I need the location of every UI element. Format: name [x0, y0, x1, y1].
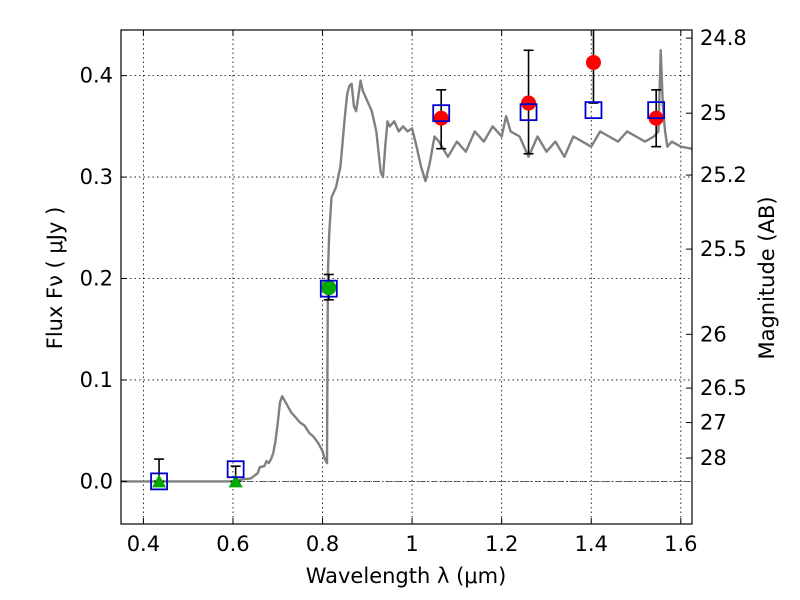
series-model-photometry — [150, 101, 666, 491]
y2-tick-label: 26 — [700, 322, 727, 346]
observed-point — [321, 280, 337, 296]
y-tick-label: 0.1 — [80, 368, 113, 392]
upper-limit-triangle — [228, 474, 243, 488]
model-photometry-square — [584, 101, 603, 120]
y-tick-label: 0.3 — [80, 165, 113, 189]
y2-tick-label: 26.5 — [700, 376, 747, 400]
y2-tick-label: 24.8 — [700, 26, 747, 50]
y-axis-label: Flux Fν ( μJy ) — [43, 207, 67, 350]
y2-tick-label: 25 — [700, 101, 727, 125]
model-photometry-square — [519, 103, 538, 122]
series-observed-F814W — [321, 273, 337, 301]
model-photometry-square — [319, 279, 338, 298]
model-photometry-square — [432, 104, 451, 123]
x-tick-label: 0.6 — [216, 532, 249, 556]
observed-point — [521, 95, 537, 111]
y2-axis-label: Magnitude (AB) — [755, 196, 779, 359]
x-tick-label: 0.4 — [127, 532, 160, 556]
x-tick-label: 1.6 — [664, 532, 697, 556]
series-observed-non-detections — [152, 458, 243, 488]
data-series — [121, 30, 692, 491]
sed-line — [121, 49, 692, 483]
x-axis-label: Wavelength λ (μm) — [306, 564, 507, 588]
x-tick-label: 0.8 — [306, 532, 339, 556]
x-tick-label: 1 — [405, 532, 418, 556]
observed-point — [433, 110, 449, 126]
y2-tick-label: 25.5 — [700, 237, 747, 261]
x-tick-label: 1.4 — [575, 532, 608, 556]
axis-ticks: 0.4 0.6 0.8 1 1.2 1.4 1.6 0.0 0.1 0.2 0.3 0.4 24.8 25… — [80, 26, 747, 556]
plot-frame — [120, 29, 693, 525]
x-tick-label: 1.2 — [485, 532, 518, 556]
y2-tick-label: 27 — [700, 411, 727, 435]
y-tick-label: 0.2 — [80, 267, 113, 291]
upper-limit-triangle — [152, 474, 167, 488]
model-photometry-square — [647, 101, 666, 120]
y-tick-label: 0.4 — [80, 64, 113, 88]
series-model-SED — [121, 49, 692, 483]
observed-point — [585, 54, 601, 70]
y2-tick-label: 28 — [700, 446, 727, 470]
model-photometry-square — [226, 460, 245, 479]
y-tick-label: 0.0 — [80, 469, 113, 493]
y2-tick-label: 25.2 — [700, 163, 747, 187]
model-photometry-square — [150, 472, 168, 491]
